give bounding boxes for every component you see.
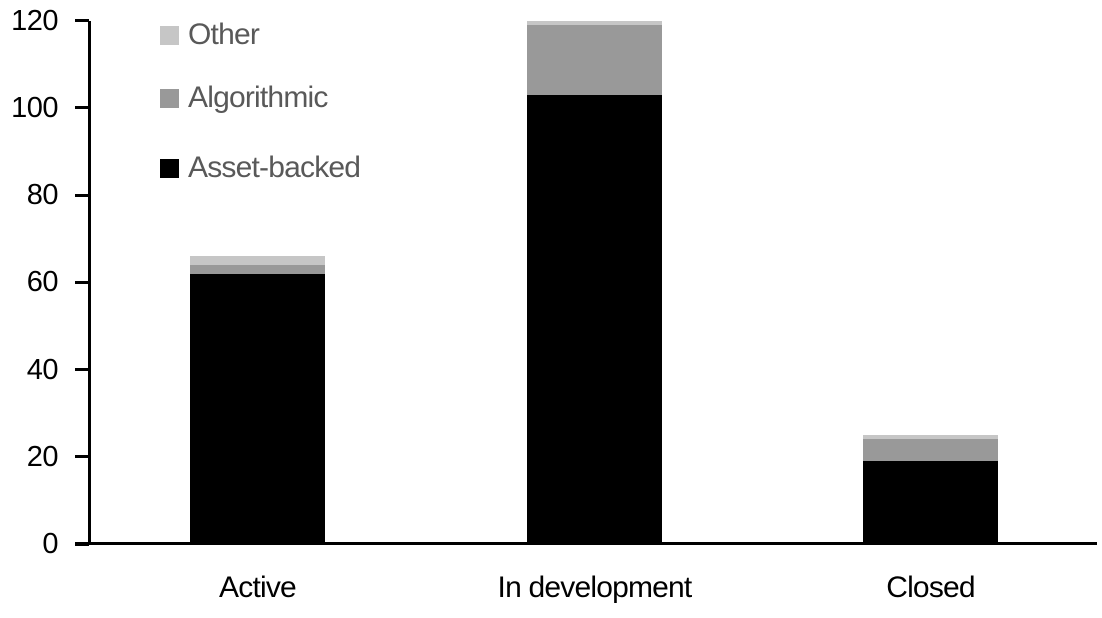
bar-active-other <box>190 256 325 265</box>
y-tick-20 <box>75 455 89 459</box>
y-tick-100 <box>75 106 89 110</box>
y-tick-label-0: 0 <box>42 528 58 560</box>
y-tick-0 <box>75 542 89 546</box>
y-tick-label-20: 20 <box>26 440 59 473</box>
y-axis-line <box>88 20 91 545</box>
bar-active-asset-backed <box>190 273 325 544</box>
category-label-closed: Closed <box>886 571 975 604</box>
x-axis-line <box>75 542 1097 545</box>
legend-swatch-algorithmic <box>160 88 179 108</box>
y-tick-40 <box>75 368 89 372</box>
y-tick-60 <box>75 280 89 284</box>
y-tick-label-40: 40 <box>26 353 59 386</box>
bar-closed-other <box>863 434 998 440</box>
legend-item-algorithmic: Algorithmic <box>160 81 328 114</box>
legend-label-algorithmic: Algorithmic <box>188 81 328 114</box>
bar-closed-algorithmic <box>863 439 998 462</box>
y-tick-80 <box>75 193 89 197</box>
bar-in-development-algorithmic <box>527 24 662 95</box>
bar-closed-asset-backed <box>863 461 998 544</box>
legend-label-asset-backed: Asset-backed <box>188 151 361 184</box>
legend-swatch-asset-backed <box>160 158 179 178</box>
category-label-active: Active <box>219 571 297 604</box>
y-tick-label-120: 120 <box>11 4 58 37</box>
bar-in-development-asset-backed <box>527 94 662 544</box>
y-tick-label-80: 80 <box>26 179 59 212</box>
y-tick-label-100: 100 <box>11 91 58 124</box>
y-tick-label-60: 60 <box>26 266 59 299</box>
bar-active-algorithmic <box>190 264 325 274</box>
legend-item-other: Other <box>160 18 260 51</box>
legend-item-asset-backed: Asset-backed <box>160 151 361 184</box>
y-tick-120 <box>75 19 89 23</box>
legend-label-other: Other <box>188 18 260 51</box>
legend-swatch-other <box>160 25 179 45</box>
category-label-in-development: In development <box>497 571 693 604</box>
bar-in-development-other <box>527 20 662 25</box>
